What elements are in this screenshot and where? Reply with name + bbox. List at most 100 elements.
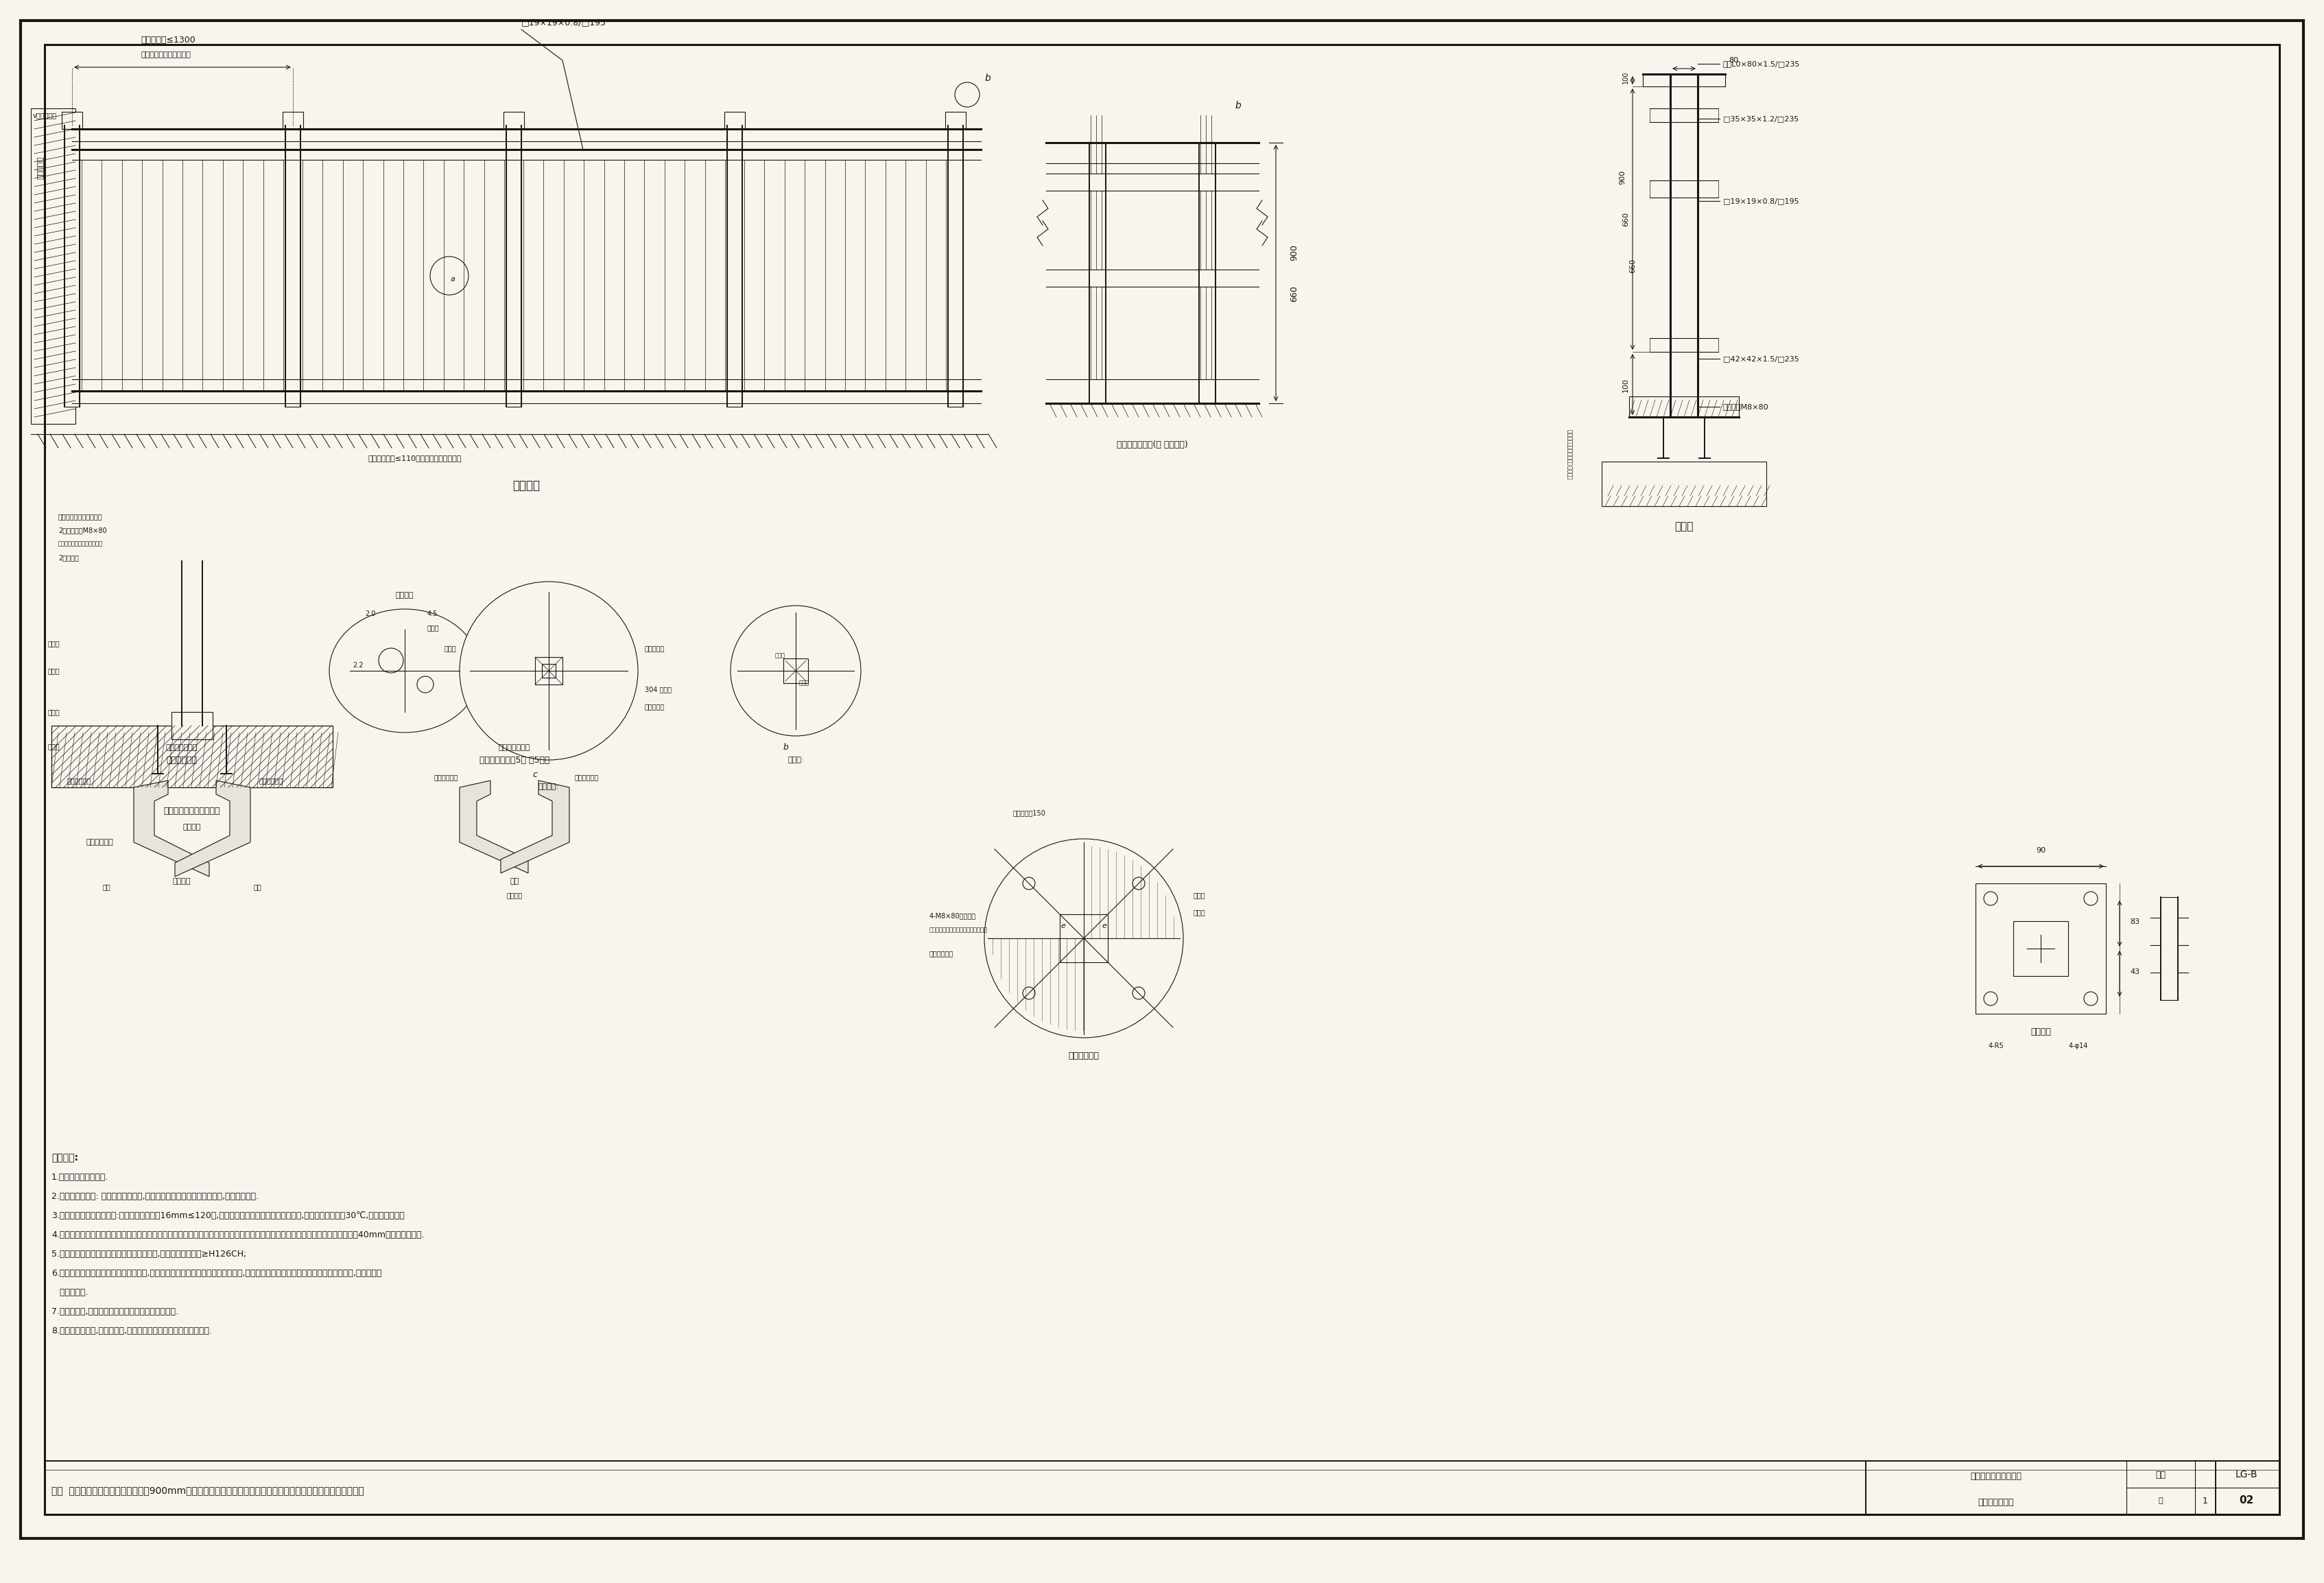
Text: 图号: 图号 [2157,1471,2166,1479]
Text: 83: 83 [2129,918,2140,924]
Polygon shape [500,780,569,874]
Ellipse shape [330,609,481,733]
Text: 4.5: 4.5 [428,611,437,617]
Bar [507,125,521,407]
Text: 栏杆竖杆净空≤110，栏杆料截面处设立杆: 栏杆竖杆净空≤110，栏杆料截面处设立杆 [367,454,462,462]
Bar [65,125,79,407]
Text: 关于主立柱节点5处 共5方案: 关于主立柱节点5处 共5方案 [479,755,548,765]
Bar [286,125,300,407]
Text: 阳台直杆钉钉组合栏杆: 阳台直杆钉钉组合栏杆 [1971,1472,2022,1482]
Text: 1: 1 [2203,1496,2208,1505]
Text: 栏杆件: 栏杆件 [49,640,60,647]
Text: 截手富角: 截手富角 [395,592,414,598]
Text: c: c [532,771,537,779]
Bar [783,659,809,684]
Text: b: b [1234,101,1241,111]
Text: （需配专属型模板和用钢固）: （需配专属型模板和用钢固） [58,541,102,548]
Text: 90: 90 [2036,847,2045,853]
Text: 100: 100 [1622,378,1629,393]
Text: 8.图栏所比鉴相关,合全管到注,生产厂家及经销商配套数量配装要求.: 8.图栏所比鉴相关,合全管到注,生产厂家及经销商配套数量配装要求. [51,1327,211,1334]
Text: 方截卡铁杆: 方截卡铁杆 [644,644,665,652]
Circle shape [460,581,637,760]
Text: 4-R5: 4-R5 [1989,1043,2003,1050]
Text: 技术要求:: 技术要求: [51,1152,79,1162]
Text: 单独构件尺寸图(以 实测图样): 单独构件尺寸图(以 实测图样) [1118,440,1188,450]
Text: 2个膨胀螺栓M8×80: 2个膨胀螺栓M8×80 [58,527,107,533]
Text: （不锈钢锚栓）: （不锈钢锚栓） [165,744,198,750]
Text: 混凝土: 混凝土 [49,742,60,750]
Text: 背板: 背板 [509,879,518,885]
Text: 1.本图纸以毫米为单位.: 1.本图纸以毫米为单位. [51,1173,109,1181]
Text: v钩（剪刀）: v钩（剪刀） [33,112,58,119]
Bar [535,657,562,684]
Text: 盖板L0×80×1.5/□235: 盖板L0×80×1.5/□235 [1722,60,1801,66]
Text: 剖面图: 剖面图 [1676,522,1694,532]
Bar [727,125,741,407]
Text: 截手富角: 截手富角 [184,823,202,831]
Text: e: e [1060,923,1067,929]
Text: 膨胀螺栓M8×80: 膨胀螺栓M8×80 [1722,404,1769,410]
Text: 进行低活量.: 进行低活量. [51,1287,88,1296]
Text: 304 不锈钢: 304 不锈钢 [644,685,672,693]
Bar [1060,915,1109,962]
Text: 关于节点连接: 关于节点连接 [167,755,198,765]
Text: 背角组件: 背角组件 [172,879,191,885]
Text: 山手与墙体安装节点安装: 山手与墙体安装节点安装 [163,807,221,815]
Bar [948,125,962,407]
Text: 900: 900 [1290,244,1299,261]
Text: 不锈钢螺丝钉: 不锈钢螺丝钉 [435,774,458,780]
Text: 4.镀锌处钢铁合规格不少于基础；水泥、二次灰浆、置镀锌处处的钢筒规格：水泥、二次灰浆、圆杆、置镀锌处钢处的（钢高度不少于40mm），商品密度等.: 4.镀锌处钢铁合规格不少于基础；水泥、二次灰浆、置镀锌处处的钢筒规格：水泥、二次… [51,1230,425,1239]
Text: 5.镀锌涂为内腔正面处重色处理色积公用焊接,焊缝高度至少配方≥H126CH;: 5.镀锌涂为内腔正面处重色处理色积公用焊接,焊缝高度至少配方≥H126CH; [51,1249,246,1258]
Text: 7.产品薄层画,正管到制左右手人大螺丝拧紧不为于牛.: 7.产品薄层画,正管到制左右手人大螺丝拧紧不为于牛. [51,1308,179,1315]
Text: 2.镀锌处基础钢管: 采用图纸标注规格,焊缝处电镀前须清洗处理并涂底漆,表面不见光斑.: 2.镀锌处基础钢管: 采用图纸标注规格,焊缝处电镀前须清洗处理并涂底漆,表面不见… [51,1192,258,1200]
Bar [2013,921,2068,977]
Bar [30,108,74,424]
Bar [541,663,555,678]
Text: 灌浆基层面层: 灌浆基层面层 [930,950,953,956]
Text: 截面节: 截面节 [428,624,439,632]
Text: 材支底、受面底、建材底: 材支底、受面底、建材底 [58,513,102,519]
Text: 80: 80 [1729,57,1738,63]
Text: 不锈钢螺丝钉: 不锈钢螺丝钉 [67,777,91,784]
Text: 膨胀螺栓固定: 膨胀螺栓固定 [1566,445,1573,465]
Text: □19×19×0.8/□195: □19×19×0.8/□195 [521,17,607,27]
Bar [504,112,525,128]
Circle shape [985,839,1183,1038]
Text: 4-M8×80螺固螺丝: 4-M8×80螺固螺丝 [930,912,976,920]
Text: 正立面图: 正立面图 [511,480,539,492]
Text: 入墙件: 入墙件 [49,709,60,716]
Text: 2.0: 2.0 [365,611,376,617]
Polygon shape [135,780,209,877]
Text: 灌浆粘结剂: 灌浆粘结剂 [1566,429,1573,446]
Bar [51,725,332,787]
Circle shape [730,606,860,736]
Text: 入墙锚栓锚固: 入墙锚栓锚固 [86,839,114,845]
Text: 用于别墅、洋房: 用于别墅、洋房 [1978,1498,2015,1507]
Text: （剪力墙）: （剪力墙） [37,157,44,179]
Text: 不锈钢螺丝钉: 不锈钢螺丝钉 [258,777,284,784]
Bar [946,112,967,128]
Text: 660: 660 [1622,212,1629,226]
Text: 900: 900 [1620,169,1627,184]
Text: 2.2: 2.2 [353,662,363,668]
Text: 660: 660 [1290,285,1299,302]
Text: 内大螺钉行: 内大螺钉行 [644,703,665,709]
Text: 灰斑板大于150: 灰斑板大于150 [1013,809,1046,817]
Bar [1601,462,1766,507]
Text: 不锈钢: 不锈钢 [776,652,786,659]
Text: a: a [451,275,456,283]
Bar [172,712,211,739]
Bar [63,112,81,128]
Text: 背板: 背板 [253,883,260,890]
Text: （子镀锌钢管）: （子镀锌钢管） [500,744,530,750]
Text: □19×19×0.8/□195: □19×19×0.8/□195 [1722,198,1799,204]
Bar [284,112,302,128]
Text: □35×35×1.2/□235: □35×35×1.2/□235 [1722,116,1799,122]
Text: 43: 43 [2129,969,2140,975]
Polygon shape [174,780,251,877]
Text: 02: 02 [2238,1496,2254,1505]
Text: 100: 100 [1622,71,1629,84]
Text: 直板组件: 直板组件 [507,891,523,899]
Bar [725,112,746,128]
Polygon shape [460,780,528,874]
